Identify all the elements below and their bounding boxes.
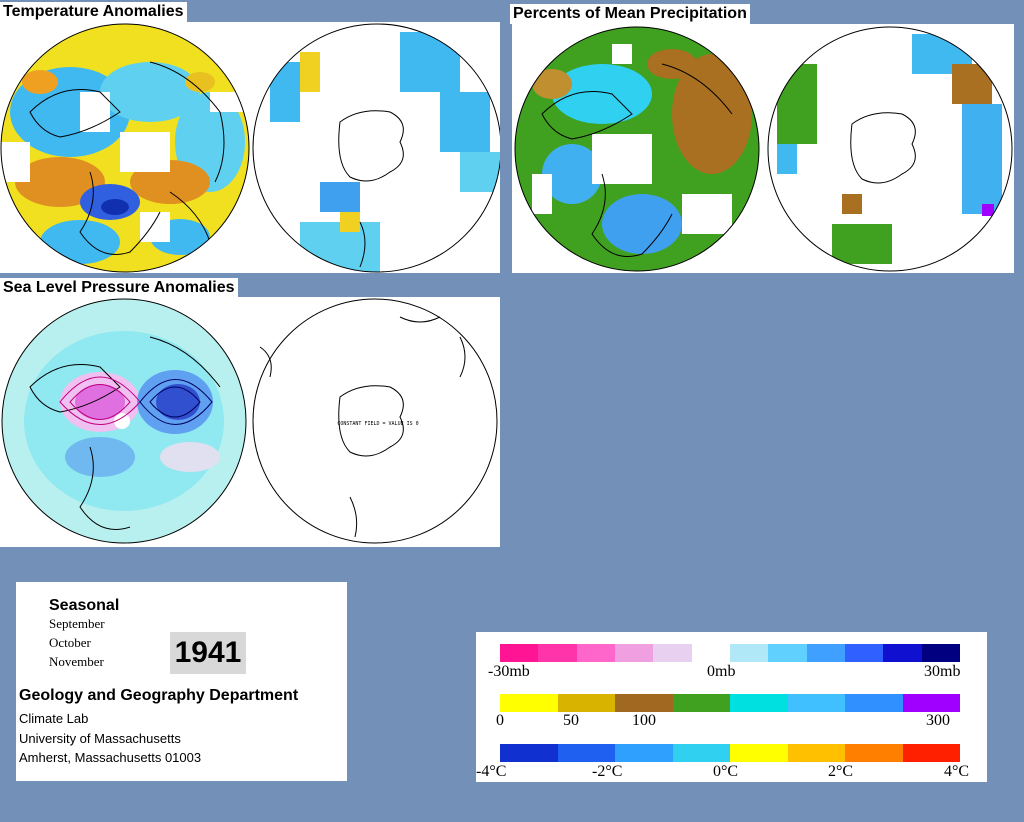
pressure-swatch xyxy=(653,644,692,662)
temperature-north-map xyxy=(1,24,249,272)
pressure-label-mid: 0mb xyxy=(707,663,736,680)
temp-label-2: 2°C xyxy=(828,763,854,780)
precipitation-swatch xyxy=(730,694,788,712)
precipitation-swatch xyxy=(615,694,673,712)
temperature-swatch xyxy=(615,744,673,762)
pressure-maps: CONSTANT FIELD = VALUE IS 0 xyxy=(1,298,498,544)
temp-label-minus2: -2°C xyxy=(592,763,623,780)
precip-label-50: 50 xyxy=(563,712,579,729)
pressure-swatch xyxy=(500,644,539,662)
lab-label: Climate Lab xyxy=(19,711,89,726)
pressure-swatch xyxy=(844,644,884,662)
pressure-swatch xyxy=(614,644,654,662)
precipitation-swatch xyxy=(787,694,845,712)
department-label: Geology and Geography Department xyxy=(19,687,299,704)
pressure-swatch xyxy=(729,644,769,662)
temperature-swatch xyxy=(787,744,845,762)
season-label: Seasonal xyxy=(49,597,120,614)
pressure-swatch xyxy=(768,644,807,662)
constant-field-note: CONSTANT FIELD = VALUE IS 0 xyxy=(337,421,418,427)
pressure-south-map: CONSTANT FIELD = VALUE IS 0 xyxy=(252,298,498,544)
month-1: September xyxy=(49,616,105,631)
temp-label-4: 4°C xyxy=(944,763,970,780)
precipitation-panel xyxy=(512,24,1014,273)
precipitation-swatch xyxy=(557,694,615,712)
precipitation-swatch xyxy=(902,694,960,712)
pressure-swatch xyxy=(576,644,615,662)
temperature-swatch xyxy=(500,744,558,762)
temperature-colorbar xyxy=(500,744,960,762)
temperature-swatch xyxy=(672,744,730,762)
pressure-label-min: -30mb xyxy=(488,663,530,680)
pressure-label-max: 30mb xyxy=(924,663,961,680)
precip-label-100: 100 xyxy=(632,712,656,729)
pressure-colorbar xyxy=(500,644,960,662)
pressure-swatch xyxy=(921,644,960,662)
month-2: October xyxy=(49,635,91,650)
precipitation-south-map xyxy=(768,27,1012,271)
address-label: Amherst, Massachusetts 01003 xyxy=(19,750,202,765)
precipitation-maps xyxy=(514,26,1013,272)
pressure-north-map xyxy=(2,299,246,543)
temperature-south-map xyxy=(253,24,500,272)
temperature-swatch xyxy=(730,744,788,762)
temperature-swatch xyxy=(557,744,615,762)
precip-label-0: 0 xyxy=(496,712,504,729)
pressure-swatch xyxy=(538,644,577,662)
pressure-swatch xyxy=(806,644,845,662)
precipitation-swatch xyxy=(500,694,558,712)
precipitation-colorbar xyxy=(500,694,960,712)
pressure-panel: CONSTANT FIELD = VALUE IS 0 xyxy=(0,297,500,547)
legend-box: -30mb 0mb 30mb 0 50 100 300 -4°C -2°C 0°… xyxy=(476,632,987,782)
precipitation-north-map xyxy=(515,27,759,271)
temperature-panel xyxy=(0,22,500,273)
temperature-swatch xyxy=(902,744,960,762)
temperature-title: Temperature Anomalies xyxy=(0,2,187,22)
temp-label-0: 0°C xyxy=(713,763,739,780)
university-label: University of Massachusetts xyxy=(19,731,181,746)
pressure-title: Sea Level Pressure Anomalies xyxy=(0,278,238,298)
precipitation-swatch xyxy=(845,694,903,712)
year-display: 1941 xyxy=(170,632,246,674)
precipitation-title: Percents of Mean Precipitation xyxy=(510,4,750,24)
info-box: Seasonal September October November Geol… xyxy=(16,582,347,781)
month-3: November xyxy=(49,654,104,669)
temperature-maps xyxy=(0,23,500,273)
temperature-swatch xyxy=(845,744,903,762)
temp-label-minus4: -4°C xyxy=(476,763,507,780)
precipitation-swatch xyxy=(672,694,730,712)
pressure-swatch xyxy=(883,644,922,662)
precip-label-300: 300 xyxy=(926,712,950,729)
pressure-swatch xyxy=(691,644,730,662)
